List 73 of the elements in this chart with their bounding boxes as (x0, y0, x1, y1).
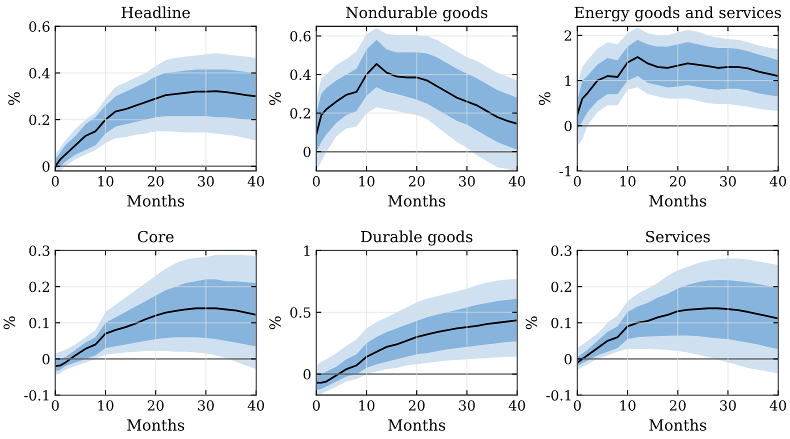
x-tick-label: 30 (459, 176, 475, 187)
x-tick-label: 40 (770, 400, 786, 411)
x-axis-title: Months (127, 194, 184, 207)
x-axis-title: Months (388, 194, 446, 207)
chart-title: Nondurable goods (346, 6, 488, 22)
y-tick-label: -1 (560, 166, 571, 176)
y-tick-label: 0.5 (290, 307, 310, 318)
x-tick-label: 10 (620, 176, 636, 187)
y-tick-label: 0.2 (551, 282, 572, 292)
x-axis-title: Months (649, 194, 706, 207)
x-tick-label: 40 (508, 400, 526, 411)
x-tick-label: 30 (198, 176, 214, 187)
y-axis-title: % (269, 316, 281, 330)
y-tick-label: -0.1 (24, 390, 48, 401)
chart-title: Headline (122, 6, 190, 18)
x-axis-title: Months (649, 418, 706, 431)
y-axis-title: % (4, 316, 16, 330)
y-tick-label: 0 (304, 146, 311, 158)
y-axis-title: % (538, 92, 550, 106)
x-tick-label: 10 (620, 400, 636, 411)
x-tick-label: 30 (198, 400, 214, 411)
x-tick-label: 10 (359, 400, 374, 411)
chart-title: Core (138, 230, 174, 242)
x-tick-label: 0 (312, 176, 320, 187)
x-tick-label: 40 (508, 176, 526, 187)
x-tick-label: 10 (98, 176, 114, 187)
y-tick-label: 0.3 (551, 245, 572, 256)
y-tick-label: 0.6 (29, 21, 50, 32)
y-tick-label: 0.1 (551, 318, 571, 328)
x-tick-label: 40 (770, 176, 786, 187)
chart-title: Services (646, 230, 710, 242)
y-tick-label: 0.2 (29, 282, 50, 292)
x-tick-label: 30 (459, 400, 475, 411)
x-tick-label: 20 (408, 176, 425, 187)
y-tick-label: 0.4 (29, 68, 50, 78)
y-tick-label: 0.4 (290, 70, 311, 80)
y-tick-label: 0.3 (29, 245, 50, 256)
y-tick-label: 0 (304, 369, 311, 380)
y-axis-title: % (526, 316, 538, 330)
x-tick-label: 20 (148, 176, 164, 187)
y-tick-label: 0 (42, 161, 50, 172)
y-tick-label: 0 (564, 120, 572, 132)
x-tick-label: 40 (248, 400, 264, 411)
y-tick-label: 0.6 (290, 30, 311, 42)
x-tick-label: 0 (574, 400, 581, 411)
x-tick-label: 20 (670, 176, 686, 187)
chart-title: Durable goods (361, 230, 472, 246)
x-tick-label: 0 (312, 400, 320, 411)
x-tick-label: 10 (98, 400, 114, 411)
y-tick-label: 1 (565, 76, 571, 86)
x-tick-label: 20 (408, 400, 425, 411)
y-tick-label: 0 (42, 354, 50, 364)
x-axis-title: Months (388, 418, 446, 431)
x-tick-label: 0 (52, 176, 59, 187)
y-tick-label: 2 (564, 30, 572, 41)
x-tick-label: 20 (148, 400, 164, 411)
y-tick-label: -0.1 (546, 390, 571, 401)
y-tick-label: 1 (304, 245, 310, 256)
y-axis-title: % (8, 92, 20, 106)
y-tick-label: 0.2 (290, 108, 310, 119)
x-tick-label: 30 (720, 400, 736, 411)
y-tick-label: 0.2 (29, 114, 50, 126)
y-tick-label: 0 (564, 354, 572, 364)
x-tick-label: 10 (359, 176, 374, 187)
y-tick-label: 0.1 (29, 318, 48, 328)
x-axis-title: Months (127, 418, 184, 431)
x-tick-label: 20 (670, 400, 686, 411)
x-tick-label: 0 (52, 400, 59, 411)
x-tick-label: 40 (248, 176, 264, 187)
x-tick-label: 0 (574, 176, 581, 187)
y-axis-title: % (269, 92, 281, 106)
chart-title: Energy goods and services (574, 6, 781, 22)
x-tick-label: 30 (720, 176, 736, 187)
